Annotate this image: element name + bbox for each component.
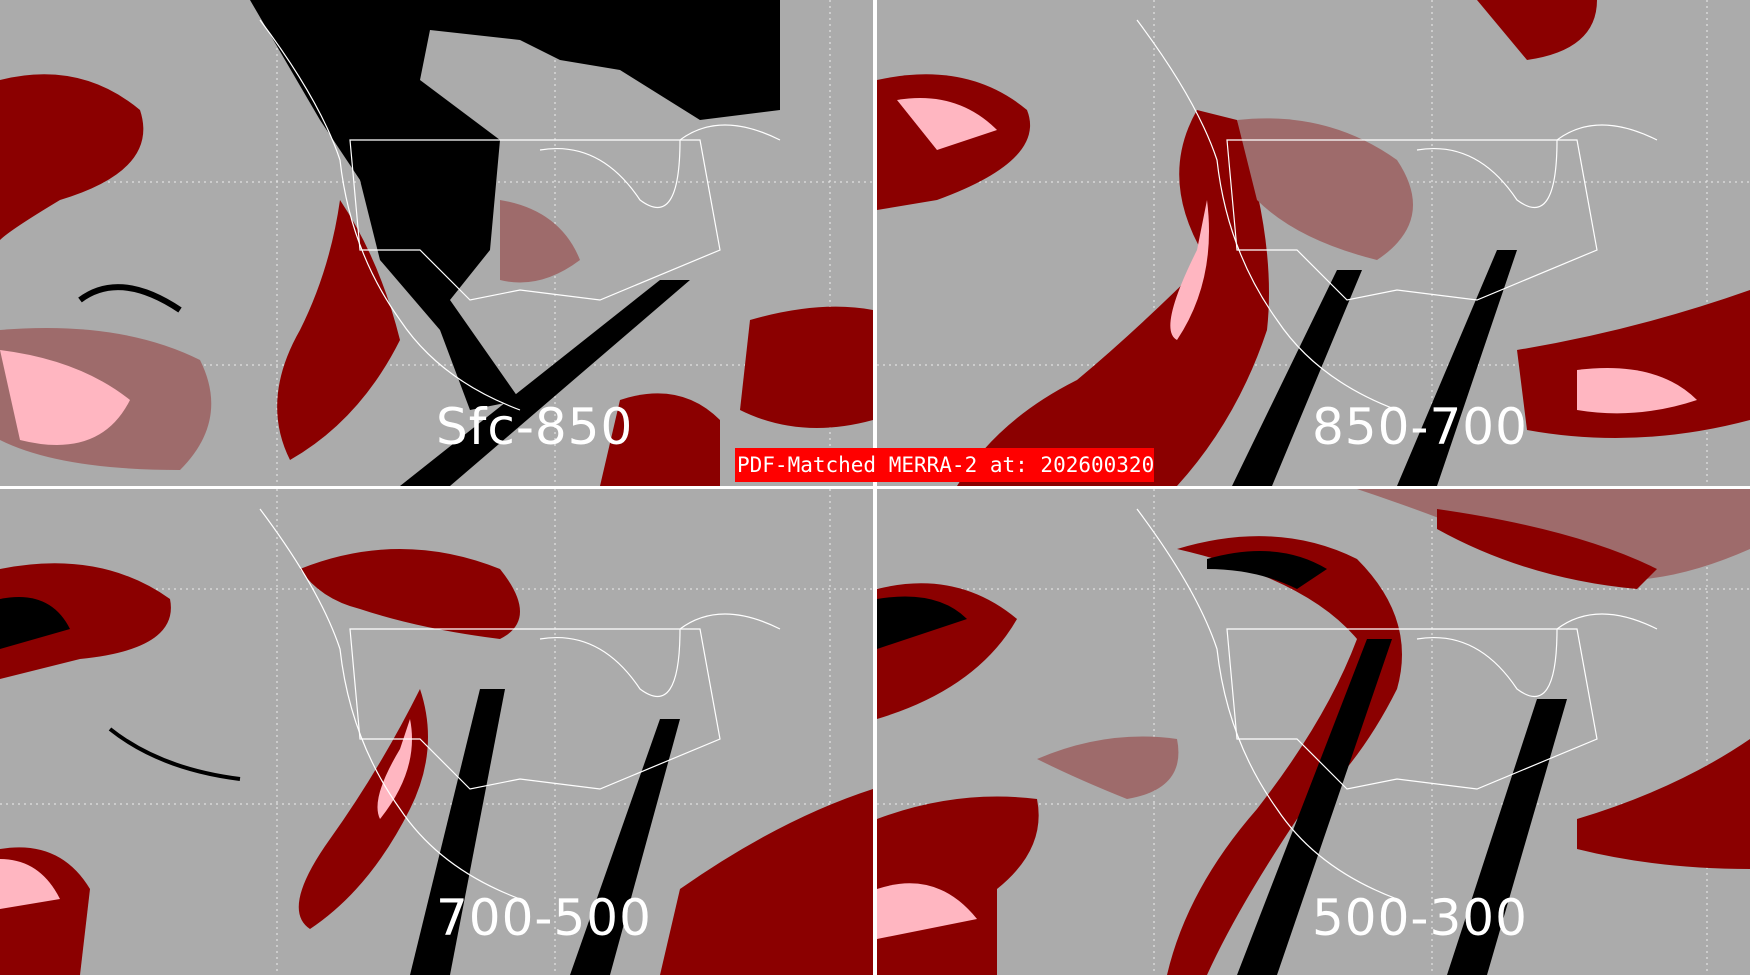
map-panel-500-300: 500-300 [877, 489, 1750, 975]
map-850-700 [877, 0, 1750, 486]
layer-label: Sfc-850 [436, 398, 634, 456]
map-sfc-850 [0, 0, 873, 486]
map-700-500 [0, 489, 873, 975]
map-panel-850-700: 850-700 [877, 0, 1750, 486]
map-panel-700-500: 700-500 [0, 489, 873, 975]
layer-label: 500-300 [1312, 889, 1528, 947]
map-500-300 [877, 489, 1750, 975]
layer-label: 700-500 [436, 889, 652, 947]
map-title: PDF-Matched MERRA-2 at: 202600320 [735, 448, 1155, 482]
layer-label: 850-700 [1312, 398, 1528, 456]
map-panel-sfc-850: Sfc-850 [0, 0, 873, 486]
